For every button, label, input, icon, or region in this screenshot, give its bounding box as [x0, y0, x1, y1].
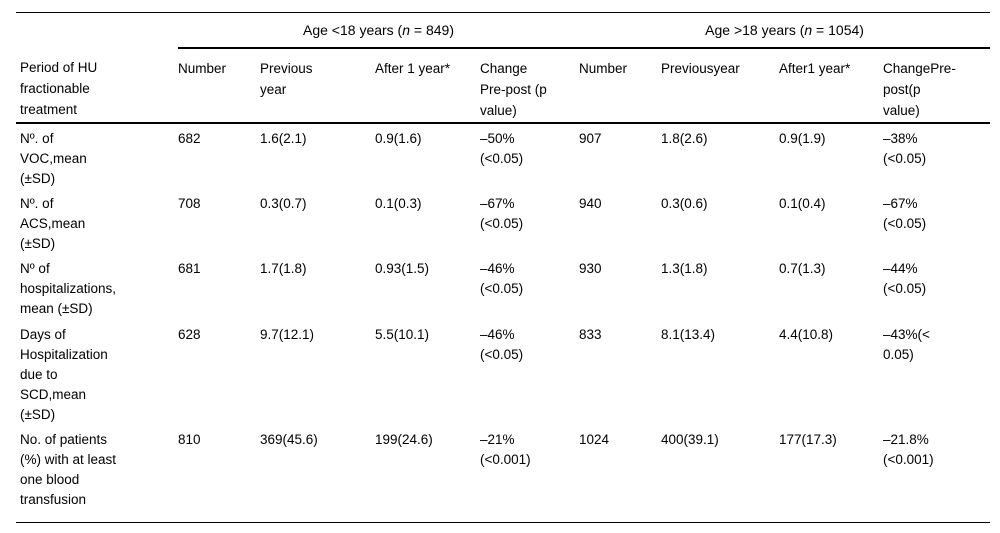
group-header-row: Age <18 years (n = 849) Age >18 years (n… — [16, 12, 991, 49]
data-cell: 9.7(12.1) — [260, 326, 315, 342]
data-cell: 930 — [579, 260, 602, 276]
data-cell: 8.1(13.4) — [661, 326, 716, 342]
data-cell: –46% (<0.05) — [480, 326, 524, 362]
column-header-row: Period of HU fractionable treatment Numb… — [16, 47, 991, 124]
col-header-after-1-year-over18: After1 year* — [779, 47, 884, 124]
data-cell: 1.3(1.8) — [661, 260, 708, 276]
data-cell: –67% (<0.05) — [480, 195, 524, 231]
data-cell: 681 — [178, 260, 201, 276]
data-cell: 682 — [178, 130, 201, 146]
row-label: Nº. of VOC,mean (±SD) — [20, 130, 87, 186]
group-label-n-italic: n — [402, 21, 411, 38]
col-header-number-over18: Number — [579, 47, 662, 124]
group-label-text: Age >18 years ( — [705, 21, 805, 38]
col-header-previous-year-under18: Previous year — [260, 47, 375, 124]
data-cell: 0.1(0.3) — [375, 195, 422, 211]
table-row-hospitalizations: Nº of hospitalizations, mean (±SD) 681 1… — [16, 254, 990, 320]
data-cell: 1024 — [579, 431, 610, 447]
corner-empty-cell — [16, 13, 178, 48]
col-header-change-pre-post-under18: Change Pre-post (p value) — [480, 47, 580, 124]
data-cell: 0.1(0.4) — [779, 195, 826, 211]
table-row-blood-transfusion: No. of patients (%) with at least one bl… — [16, 425, 990, 523]
data-cell: –21.8% (<0.001) — [883, 431, 934, 467]
group-label-text: Age <18 years ( — [303, 21, 403, 38]
data-cell: 0.9(1.6) — [375, 130, 422, 146]
data-cell: 369(45.6) — [260, 431, 318, 447]
data-cell: 1.7(1.8) — [260, 260, 307, 276]
row-label: Nº. of ACS,mean (±SD) — [20, 195, 86, 251]
row-label: Days of Hospitalization due to SCD,mean … — [20, 326, 108, 422]
data-cell: 628 — [178, 326, 201, 342]
table-row-days-of-hospitalization: Days of Hospitalization due to SCD,mean … — [16, 320, 990, 425]
col-header-change-pre-post-over18: ChangePre- post(p value) — [883, 47, 991, 124]
data-cell: 199(24.6) — [375, 431, 433, 447]
data-cell: –50% (<0.05) — [480, 130, 524, 166]
data-cell: 708 — [178, 195, 201, 211]
data-cell: 833 — [579, 326, 602, 342]
data-cell: –38% (<0.05) — [883, 130, 927, 166]
data-cell: 4.4(10.8) — [779, 326, 834, 342]
data-cell: 0.3(0.7) — [260, 195, 307, 211]
data-cell: 810 — [178, 431, 201, 447]
data-cell: 0.3(0.6) — [661, 195, 708, 211]
data-cell: –46% (<0.05) — [480, 260, 524, 296]
col-header-number-under18: Number — [178, 47, 260, 124]
table-row-acs: Nº. of ACS,mean (±SD) 708 0.3(0.7) 0.1(0… — [16, 189, 990, 254]
row-label: No. of patients (%) with at least one bl… — [20, 431, 117, 507]
data-cell: 0.7(1.3) — [779, 260, 826, 276]
data-cell: –21% (<0.001) — [480, 431, 531, 467]
hu-treatment-outcomes-table: Age <18 years (n = 849) Age >18 years (n… — [16, 12, 991, 523]
data-cell: –67% (<0.05) — [883, 195, 927, 231]
table-row-voc: Nº. of VOC,mean (±SD) 682 1.6(2.1) 0.9(1… — [16, 123, 990, 189]
data-cell: 1.6(2.1) — [260, 130, 307, 146]
data-cell: 0.9(1.9) — [779, 130, 826, 146]
group-label-text: = 849) — [410, 21, 455, 38]
group-label-text: = 1054) — [812, 21, 864, 38]
data-cell: 1.8(2.6) — [661, 130, 708, 146]
data-cell: 0.93(1.5) — [375, 260, 430, 276]
data-cell: –44% (<0.05) — [883, 260, 927, 296]
data-cell: 5.5(10.1) — [375, 326, 430, 342]
col-header-previous-year-over18: Previousyear — [661, 47, 780, 124]
data-cell: 177(17.3) — [779, 431, 837, 447]
col-header-after-1-year-under18: After 1 year* — [375, 47, 480, 124]
data-cell: 940 — [579, 195, 602, 211]
data-cell: –43%(< 0.05) — [883, 326, 930, 362]
row-label: Nº of hospitalizations, mean (±SD) — [20, 260, 117, 316]
group-header-under-18: Age <18 years (n = 849) — [178, 12, 580, 49]
group-label-n-italic: n — [804, 21, 813, 38]
corner-header-period-of-hu: Period of HU fractionable treatment — [16, 47, 178, 124]
data-cell: 907 — [579, 130, 602, 146]
data-cell: 400(39.1) — [661, 431, 719, 447]
group-header-over-18: Age >18 years (n = 1054) — [579, 12, 991, 49]
